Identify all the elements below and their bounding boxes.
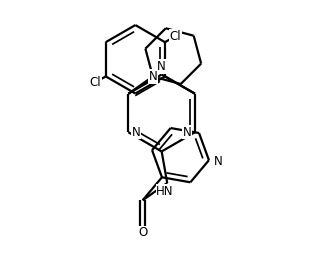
Text: O: O <box>138 226 147 239</box>
Text: Cl: Cl <box>170 29 181 43</box>
Text: Cl: Cl <box>89 76 101 89</box>
Text: N: N <box>213 155 222 168</box>
Text: N: N <box>183 126 191 139</box>
Text: HN: HN <box>156 185 174 198</box>
Text: N: N <box>149 70 157 83</box>
Text: N: N <box>132 126 141 139</box>
Text: N: N <box>157 60 166 73</box>
